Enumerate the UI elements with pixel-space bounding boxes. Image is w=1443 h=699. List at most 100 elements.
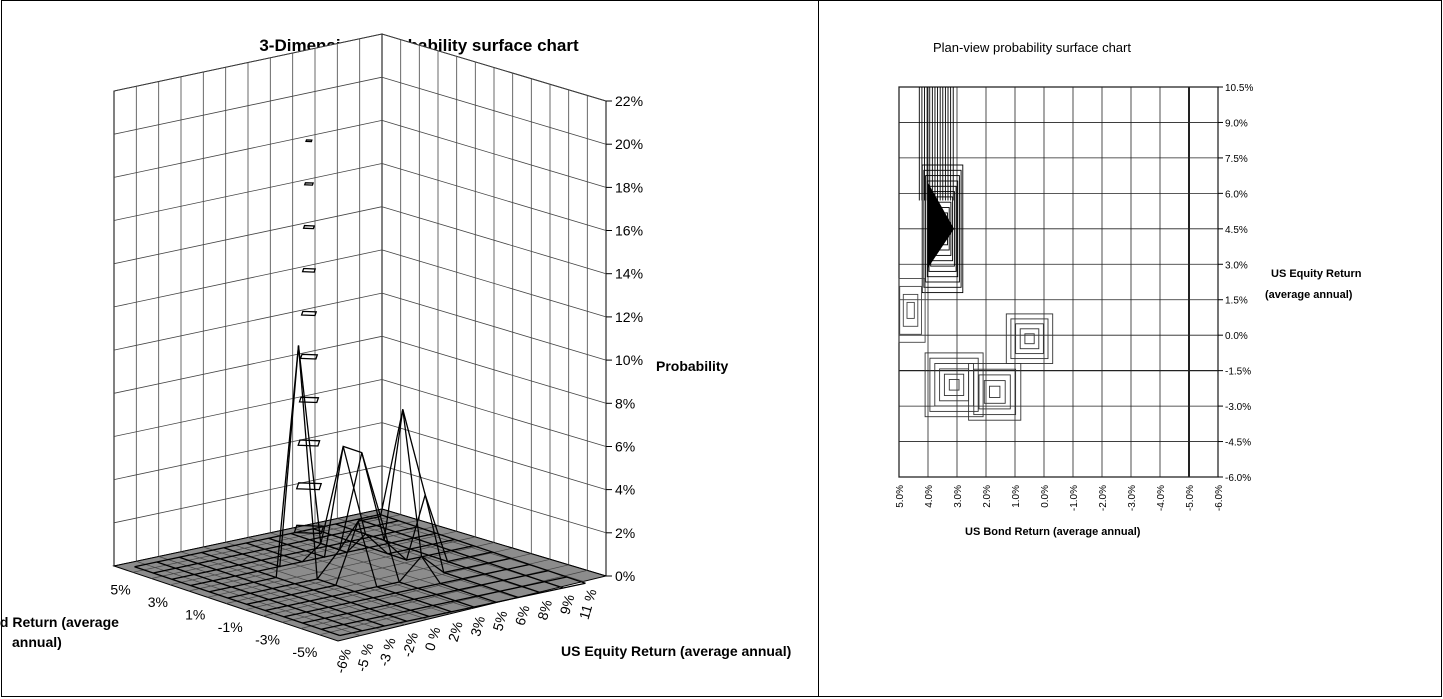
surface-ring	[302, 224, 316, 230]
z-tick-label: 12%	[615, 309, 643, 325]
x-tick-label: 0 %	[421, 625, 443, 653]
surface-ring	[303, 182, 314, 186]
floor-gridline	[263, 553, 532, 617]
x-tick-label: 9%	[556, 593, 577, 617]
plan-y-tick-label: 9.0%	[1225, 118, 1248, 129]
x-tick-label: 2%	[445, 620, 466, 644]
surface-line	[156, 561, 363, 632]
x-tick-label: -5 %	[353, 641, 376, 673]
surface-line	[227, 452, 474, 599]
surface-line	[283, 563, 530, 618]
z-tick-label: 14%	[615, 266, 643, 282]
panel-3d-chart: 3-Dimensional probability surface chart …	[0, 0, 819, 697]
surface-ring	[299, 353, 319, 360]
z-tick-label: 2%	[615, 525, 635, 541]
surface-chart-3d: 3-Dimensional probability surface chart …	[0, 33, 791, 675]
surface-ring	[293, 524, 325, 535]
surface-line	[246, 409, 493, 605]
surface-ring	[295, 482, 323, 491]
x-tick-label: 3%	[467, 614, 488, 638]
contour-line	[978, 374, 1011, 410]
surface-line	[153, 520, 399, 574]
contour-line	[1010, 318, 1049, 360]
surface-line	[335, 523, 542, 594]
plan-x-tick-label: 1.0%	[1011, 485, 1022, 508]
surface-line	[171, 526, 418, 580]
y-tick-label: 3%	[148, 594, 168, 610]
surface-line	[290, 409, 497, 603]
y-axis-label-3d-line2: annual)	[12, 634, 62, 650]
surface-line	[134, 513, 381, 568]
plan-x-tick-label: -5.0%	[1185, 485, 1196, 511]
y-axis-label-plan-line2: (average annual)	[1265, 289, 1353, 301]
contour-line	[929, 357, 979, 412]
contour-line	[1015, 323, 1044, 355]
plan-y-tick-label: -1.5%	[1225, 367, 1251, 378]
contour-line	[902, 293, 919, 327]
contour-line	[924, 352, 984, 418]
surface-line	[209, 345, 455, 593]
floor-gridline	[225, 542, 495, 604]
plan-x-tick-label: 2.0%	[982, 485, 993, 508]
x-tick-label: -6%	[332, 647, 354, 675]
surface-line	[190, 532, 437, 587]
z-tick-label: 8%	[615, 395, 635, 411]
surface-ring	[300, 310, 318, 317]
x-axis-label-3d: US Equity Return (average annual)	[561, 643, 791, 659]
plan-x-tick-label: -6.0%	[1214, 485, 1225, 511]
y-axis-label-3d-line1: ıd Return (average	[0, 614, 119, 630]
contour-line	[899, 285, 922, 335]
plan-y-tick-label: 0.0%	[1225, 331, 1248, 342]
plan-y-tick-label: 10.5%	[1225, 83, 1253, 94]
contour-line	[948, 379, 960, 391]
z-tick-label: 22%	[615, 93, 643, 109]
contour-line	[1024, 333, 1035, 345]
plan-y-tick-label: -4.5%	[1225, 438, 1251, 449]
contour-peak-fill	[928, 182, 955, 268]
y-tick-label: -3%	[255, 631, 280, 647]
plan-y-tick-label: 4.5%	[1225, 225, 1248, 236]
x-tick-label: -3 %	[375, 636, 398, 668]
x-tick-label: 6%	[512, 603, 533, 627]
plan-x-tick-label: 0.0%	[1040, 485, 1051, 508]
surface-line	[379, 513, 586, 584]
contour-line	[1005, 313, 1054, 364]
contour-line	[934, 363, 974, 407]
contour-line	[983, 380, 1006, 404]
floor-gridline	[207, 536, 476, 598]
surface-line	[321, 576, 567, 630]
z-tick-label: 6%	[615, 438, 635, 454]
contour-line	[989, 385, 1001, 398]
y-tick-label: 1%	[185, 606, 205, 622]
surface-ring	[297, 439, 321, 447]
surface-line	[178, 556, 385, 627]
contour-line	[906, 301, 915, 319]
x-axis-label-plan: US Bond Return (average annual)	[965, 526, 1141, 538]
surface-line	[339, 582, 586, 637]
surface-line	[312, 492, 519, 599]
surface-line	[223, 345, 430, 618]
plan-y-tick-label: 7.5%	[1225, 154, 1248, 165]
y-tick-label: -1%	[218, 619, 243, 635]
surface-line	[134, 566, 341, 637]
floor-gridline	[151, 519, 420, 579]
x-tick-label: -2%	[399, 630, 421, 658]
plan-x-tick-label: 4.0%	[924, 485, 935, 508]
plan-y-tick-label: 3.0%	[1225, 260, 1248, 271]
surface-line	[268, 445, 475, 608]
y-tick-label: -5%	[292, 644, 317, 660]
surface-ring	[298, 396, 320, 404]
x-tick-label: 5%	[489, 609, 510, 633]
z-axis-label: Probability	[656, 358, 729, 374]
chart-title-plan: Plan-view probability surface chart	[933, 40, 1131, 55]
panel-plan-chart: Plan-view probability surface chart 10.5…	[818, 0, 1442, 697]
z-tick-label: 18%	[615, 179, 643, 195]
plan-x-tick-label: -3.0%	[1127, 485, 1138, 511]
floor-gridline	[169, 525, 439, 586]
y-tick-label: 5%	[110, 581, 130, 597]
plan-y-tick-label: 6.0%	[1225, 189, 1248, 200]
contour-line	[943, 373, 965, 396]
surface-ring	[305, 139, 313, 143]
x-tick-label: 11 %	[576, 587, 600, 621]
floor-gridline	[244, 547, 513, 611]
